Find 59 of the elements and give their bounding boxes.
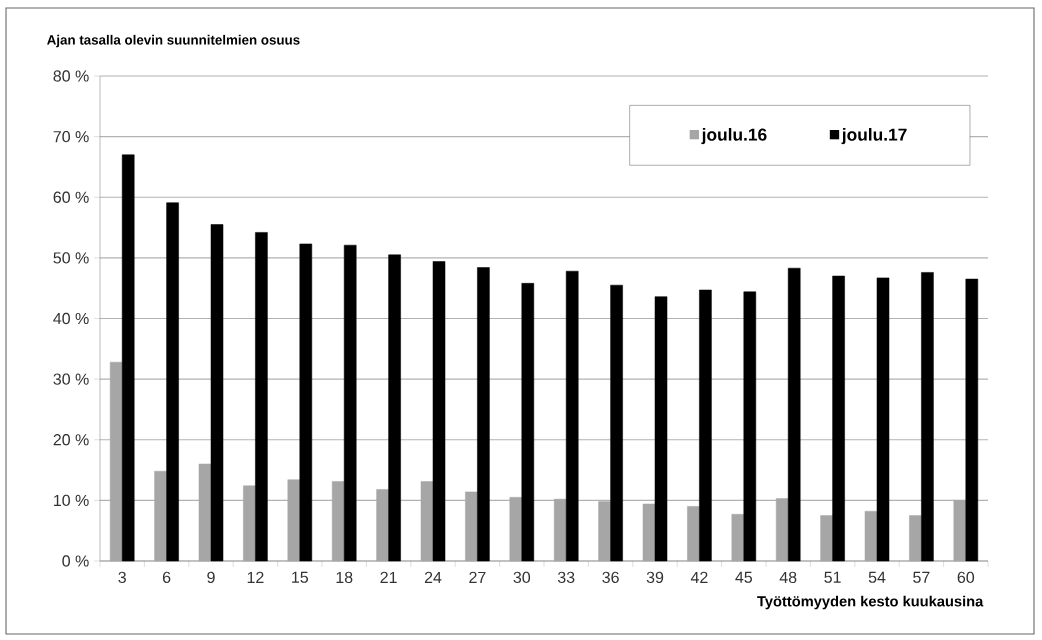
bar [687, 506, 700, 562]
x-tick-label: 51 [824, 571, 841, 583]
x-axis-title: Työttömyyden kesto kuukausina [757, 595, 984, 610]
y-tick-label: 20 % [53, 434, 89, 446]
x-tick-label: 36 [602, 571, 619, 584]
y-tick-label: 0 % [62, 555, 89, 567]
y-tick-label: 80 % [53, 70, 89, 82]
bar [477, 267, 490, 562]
bar [654, 296, 668, 562]
bar [299, 243, 313, 562]
x-tick-label: 54 [868, 571, 886, 583]
x-tick-label: 39 [646, 571, 664, 584]
x-tick-label: 6 [162, 571, 171, 584]
x-tick-label: 45 [735, 571, 753, 583]
legend-label: joulu.16 [701, 128, 767, 145]
bar [864, 511, 878, 562]
bar [255, 232, 268, 562]
bar [210, 224, 224, 562]
bar [921, 272, 934, 562]
bar [876, 277, 890, 562]
x-tick-label: 24 [424, 571, 442, 583]
bar [743, 291, 757, 562]
legend-label: joulu.17 [841, 128, 907, 145]
bar [610, 284, 623, 562]
x-tick-label: 33 [557, 571, 575, 584]
x-tick-label: 9 [207, 571, 215, 584]
bar [731, 514, 745, 562]
bar [699, 289, 712, 562]
x-tick-label: 15 [292, 571, 309, 583]
x-tick-label: 60 [957, 571, 975, 584]
bar [521, 283, 535, 562]
bar [388, 254, 401, 562]
x-tick-label: 42 [690, 571, 708, 583]
bar [909, 515, 922, 562]
x-tick-label: 30 [513, 571, 531, 584]
y-tick-label: 50 % [53, 252, 89, 264]
bar [166, 202, 179, 562]
bar [787, 267, 801, 562]
chart-title: Ajan tasalla olevin suunnitelmien osuus [47, 34, 300, 48]
y-tick-label: 30 % [53, 373, 89, 385]
y-tick-label: 70 % [53, 130, 89, 143]
bar [565, 270, 579, 562]
y-tick-label: 10 % [54, 494, 89, 507]
bar [121, 154, 135, 562]
y-tick-label: 40 % [53, 312, 89, 325]
x-tick-label: 27 [469, 571, 486, 583]
x-tick-label: 3 [118, 571, 126, 584]
x-tick-label: 57 [913, 571, 930, 583]
bar [642, 503, 656, 562]
y-tick-label: 60 % [53, 191, 89, 203]
x-tick-label: 21 [380, 571, 397, 583]
bar [432, 261, 446, 562]
bar [343, 244, 357, 562]
x-tick-label: 12 [247, 571, 264, 583]
bar [832, 275, 845, 562]
bar [820, 515, 833, 562]
x-tick-label: 48 [779, 571, 797, 584]
x-tick-label: 18 [336, 571, 353, 584]
bar [965, 278, 979, 562]
